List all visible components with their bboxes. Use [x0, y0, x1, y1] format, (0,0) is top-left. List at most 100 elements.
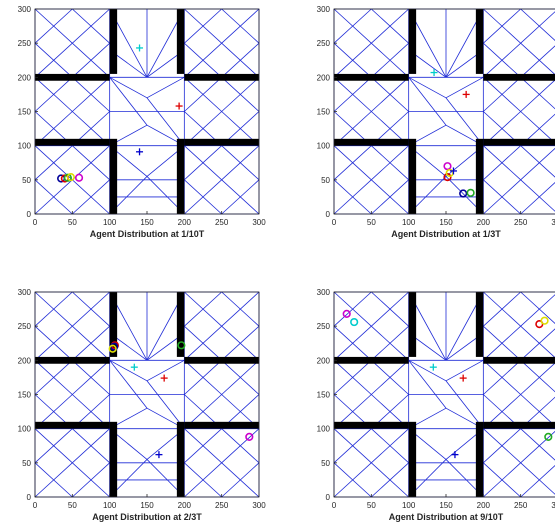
- x-tick-label: 150: [140, 218, 154, 227]
- walls: [35, 292, 259, 497]
- mesh-edge: [520, 179, 555, 212]
- mesh-edge: [371, 462, 409, 498]
- mesh-edge: [184, 291, 222, 327]
- mesh-edge: [483, 77, 521, 112]
- mesh-edge: [483, 462, 521, 498]
- agent-circle-marker: [66, 173, 75, 182]
- mesh-edge: [483, 145, 521, 181]
- wall-bar: [176, 421, 185, 497]
- mesh-edge: [483, 428, 521, 464]
- agents: [430, 69, 475, 198]
- x-tick-label: 50: [68, 501, 77, 510]
- x-tick-label: 0: [33, 501, 38, 510]
- mesh-edge: [72, 42, 110, 78]
- x-tick-label: 100: [402, 501, 416, 510]
- y-tick-label: 200: [317, 356, 331, 365]
- wall-bar: [184, 356, 259, 364]
- wall-bar: [334, 138, 409, 146]
- wall-bar: [109, 9, 118, 74]
- y-tick-label: 0: [27, 493, 32, 502]
- wall-bar: [408, 421, 417, 497]
- mesh-edge: [333, 360, 372, 395]
- y-tick-label: 250: [317, 322, 331, 331]
- wall-bar: [184, 421, 259, 429]
- mesh-edge: [221, 462, 260, 498]
- mesh-edge: [520, 430, 555, 464]
- mesh-edge: [333, 462, 372, 498]
- mesh-edge: [333, 42, 372, 78]
- mesh-edge: [184, 428, 222, 464]
- mesh-edge: [72, 179, 110, 215]
- mesh-edge: [34, 428, 73, 464]
- mesh-edge: [408, 77, 447, 126]
- x-tick-label: 100: [402, 218, 416, 227]
- y-tick-label: 100: [317, 425, 331, 434]
- x-tick-label: 150: [439, 501, 453, 510]
- mesh-edge: [109, 76, 148, 99]
- y-tick-label: 50: [22, 459, 31, 468]
- mesh-edge: [371, 179, 409, 215]
- y-tick-label: 300: [18, 5, 32, 14]
- mesh-edge: [333, 145, 372, 181]
- mesh-edge: [221, 179, 260, 215]
- mesh-edge: [520, 147, 555, 181]
- chart-panel-1: 0 50 100 150 200 250 300 0 50 100 150 200 250 300 Agen…: [18, 5, 267, 239]
- mesh-edge: [445, 97, 484, 146]
- x-tick-label: 0: [332, 218, 337, 227]
- mesh-edge: [371, 428, 409, 464]
- mesh-edge: [520, 79, 555, 112]
- y-tick-label: 150: [18, 108, 32, 117]
- x-tick-label: 300: [551, 218, 555, 227]
- mesh-edge: [483, 325, 521, 361]
- mesh-edge: [184, 179, 222, 215]
- x-tick-label: 300: [551, 501, 555, 510]
- wall-bar: [475, 292, 484, 357]
- y-tick-label: 250: [317, 39, 331, 48]
- wall-bar: [35, 73, 110, 81]
- x-axis-label: Agent Distribution at 2/3T: [92, 512, 202, 522]
- agent-circle-marker: [459, 189, 468, 198]
- mesh-edge: [184, 360, 222, 395]
- chart-panel-3: 0 50 100 150 200 250 300 0 50 100 150 200 250 300 Agen…: [18, 288, 267, 522]
- x-tick-label: 0: [33, 218, 38, 227]
- wall-bar: [184, 138, 259, 146]
- mesh-edge: [72, 325, 110, 361]
- mesh-edge: [34, 325, 73, 361]
- x-tick-label: 100: [103, 218, 117, 227]
- mesh-edge: [221, 360, 260, 395]
- wall-bar: [408, 9, 417, 74]
- agent-plus-marker: [451, 451, 459, 459]
- wall-bar: [109, 421, 118, 497]
- wall-bar: [35, 356, 110, 364]
- y-tick-label: 50: [22, 176, 31, 185]
- wall-bar: [35, 421, 110, 429]
- mesh-edge: [34, 360, 73, 395]
- mesh-edge: [408, 359, 447, 382]
- mesh-edge: [184, 462, 222, 498]
- y-tick-label: 300: [18, 288, 32, 297]
- agent-plus-marker: [459, 374, 467, 382]
- agents: [108, 341, 254, 459]
- mesh-edge: [520, 11, 555, 44]
- mesh-edge: [221, 325, 260, 361]
- mesh-edge: [146, 76, 185, 99]
- agent-circle-marker: [342, 309, 351, 318]
- walls: [334, 9, 555, 214]
- x-tick-label: 50: [367, 501, 376, 510]
- mesh-edge: [34, 462, 73, 498]
- x-tick-label: 200: [477, 218, 491, 227]
- mesh-edge: [371, 145, 409, 181]
- chart-panel-4: 0 50 100 150 200 250 300 0 50 100 150 200 250 300 Agen…: [317, 288, 555, 522]
- agent-plus-marker: [160, 374, 168, 382]
- x-axis-label: Agent Distribution at 1/10T: [90, 229, 205, 239]
- x-tick-label: 150: [140, 501, 154, 510]
- mesh-edge: [34, 42, 73, 78]
- mesh-edge: [408, 76, 447, 99]
- agents: [57, 44, 183, 183]
- y-tick-label: 0: [326, 493, 331, 502]
- x-tick-label: 300: [252, 218, 266, 227]
- y-tick-label: 150: [317, 391, 331, 400]
- y-tick-label: 50: [321, 176, 330, 185]
- y-tick-label: 100: [18, 142, 32, 151]
